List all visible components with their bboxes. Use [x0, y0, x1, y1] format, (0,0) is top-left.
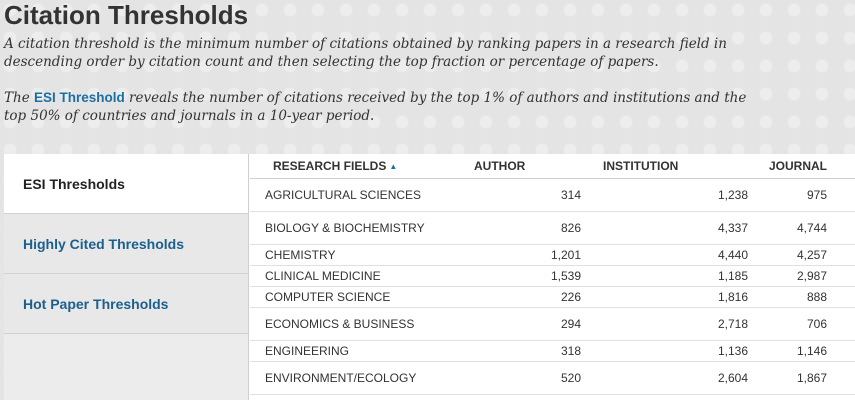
table-header-row: RESEARCH FIELDS ▲ AUTHOR INSTITUTION JOUR…: [250, 154, 855, 179]
sidebar-item-label: Highly Cited Thresholds: [23, 235, 185, 252]
journal-cell: 888: [748, 286, 855, 308]
thresholds-table: RESEARCH FIELDS ▲ AUTHOR INSTITUTION JOUR…: [250, 154, 855, 395]
table-row: ENVIRONMENT/ECOLOGY 520 2,604 1,867: [250, 361, 855, 395]
sidebar-item-label: Hot Paper Thresholds: [23, 295, 169, 312]
institution-cell: 4,440: [581, 244, 748, 266]
column-header-institution[interactable]: INSTITUTION: [581, 154, 748, 179]
table-body: AGRICULTURAL SCIENCES 314 1,238 975 BIOLOGY …: [250, 178, 855, 395]
research-field-cell: ENVIRONMENT/ECOLOGY: [250, 361, 449, 395]
author-cell: 520: [449, 361, 581, 395]
author-cell: 318: [449, 340, 581, 362]
author-cell: 294: [449, 307, 581, 341]
threshold-sidebar: ESI Thresholds Highly Cited Thresholds H…: [4, 154, 249, 400]
sort-ascending-icon: ▲: [389, 162, 398, 171]
institution-cell: 2,718: [581, 307, 748, 341]
table-row: ENGINEERING 318 1,136 1,146: [250, 340, 855, 362]
intro-p2-suffix: reveals the number of citations received…: [4, 90, 747, 124]
table-row: CHEMISTRY 1,201 4,440 4,257: [250, 244, 855, 266]
institution-cell: 1,238: [581, 178, 748, 212]
thresholds-table-container: RESEARCH FIELDS ▲ AUTHOR INSTITUTION JOUR…: [250, 154, 855, 400]
author-cell: 226: [449, 286, 581, 308]
page-title: Citation Thresholds: [4, 0, 249, 30]
sidebar-item-esi-thresholds[interactable]: ESI Thresholds: [4, 154, 248, 214]
journal-cell: 4,744: [748, 211, 855, 245]
institution-cell: 2,604: [581, 361, 748, 395]
table-row: AGRICULTURAL SCIENCES 314 1,238 975: [250, 178, 855, 212]
journal-cell: 706: [748, 307, 855, 341]
table-row: COMPUTER SCIENCE 226 1,816 888: [250, 286, 855, 308]
column-header-journal[interactable]: JOURNAL: [748, 154, 855, 179]
thresholds-panel: ESI Thresholds Highly Cited Thresholds H…: [4, 154, 855, 400]
esi-threshold-link[interactable]: ESI Threshold: [33, 90, 125, 105]
sidebar-item-highly-cited-thresholds[interactable]: Highly Cited Thresholds: [4, 214, 248, 274]
research-field-cell: ENGINEERING: [250, 340, 449, 362]
journal-cell: 1,867: [748, 361, 855, 395]
institution-cell: 1,185: [581, 265, 748, 287]
intro-paragraph-2: The ESI Threshold reveals the number of …: [4, 89, 764, 125]
sidebar-item-hot-paper-thresholds[interactable]: Hot Paper Thresholds: [4, 274, 248, 334]
author-cell: 826: [449, 211, 581, 245]
intro-p2-prefix: The: [4, 90, 34, 106]
table-row: ECONOMICS & BUSINESS 294 2,718 706: [250, 307, 855, 341]
journal-cell: 975: [748, 178, 855, 212]
institution-cell: 1,816: [581, 286, 748, 308]
research-field-cell: COMPUTER SCIENCE: [250, 286, 449, 308]
column-header-research-fields[interactable]: RESEARCH FIELDS ▲: [250, 154, 449, 179]
table-row: CLINICAL MEDICINE 1,539 1,185 2,987: [250, 265, 855, 287]
table-row: BIOLOGY & BIOCHEMISTRY 826 4,337 4,744: [250, 211, 855, 245]
research-field-cell: CLINICAL MEDICINE: [250, 265, 449, 287]
column-header-author[interactable]: AUTHOR: [449, 154, 581, 179]
institution-cell: 4,337: [581, 211, 748, 245]
research-field-cell: CHEMISTRY: [250, 244, 449, 266]
intro-text: A citation threshold is the minimum numb…: [4, 35, 764, 143]
author-cell: 1,201: [449, 244, 581, 266]
research-field-cell: AGRICULTURAL SCIENCES: [250, 178, 449, 212]
journal-cell: 2,987: [748, 265, 855, 287]
journal-cell: 4,257: [748, 244, 855, 266]
research-field-cell: BIOLOGY & BIOCHEMISTRY: [250, 211, 449, 245]
journal-cell: 1,146: [748, 340, 855, 362]
institution-cell: 1,136: [581, 340, 748, 362]
author-cell: 314: [449, 178, 581, 212]
research-field-cell: ECONOMICS & BUSINESS: [250, 307, 449, 341]
sidebar-item-label: ESI Thresholds: [23, 175, 125, 192]
intro-paragraph-1: A citation threshold is the minimum numb…: [4, 36, 727, 70]
author-cell: 1,539: [449, 265, 581, 287]
